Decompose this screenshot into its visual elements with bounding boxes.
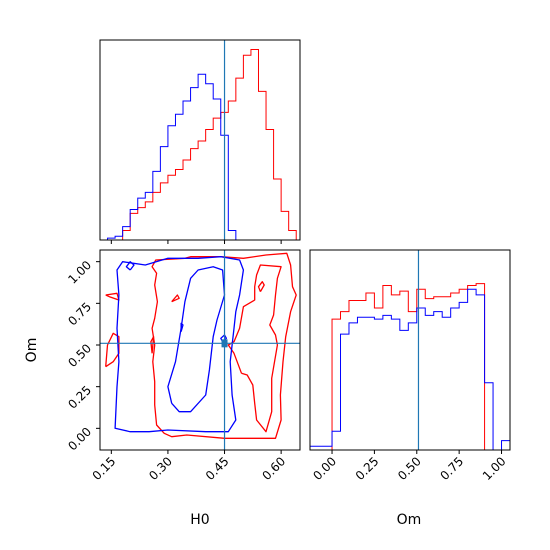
truth-marker [221,339,228,348]
contour-red-level-5 [171,294,180,303]
contour-frame [99,249,301,451]
contour-red-level-0 [151,252,297,439]
h0-histogram-panel [99,39,301,244]
om-hist-frame [309,249,511,451]
contour-red-level-1 [227,264,282,433]
contour-blue-level-0 [114,256,245,433]
contour-blue-level-2 [125,261,135,271]
om-hist-blue-series [309,288,511,451]
om-hist-red-series [310,283,510,451]
contour-red-level-2 [105,332,120,368]
y-axis-label-om: Om [24,338,40,363]
h0-hist-red-series [100,49,297,241]
h0-hist-frame [99,39,301,241]
contour-blue-level-3 [180,322,184,332]
x-axis-label-h0: H0 [190,512,209,528]
om-histogram-panel: 0.00 0.25 0.50 0.75 1.00 [309,249,511,483]
contour-red-level-4 [257,281,265,293]
contour-red-level-6 [150,336,155,354]
contour-blue-level-1 [167,266,226,413]
x-axis-label-om: Om [397,512,422,528]
